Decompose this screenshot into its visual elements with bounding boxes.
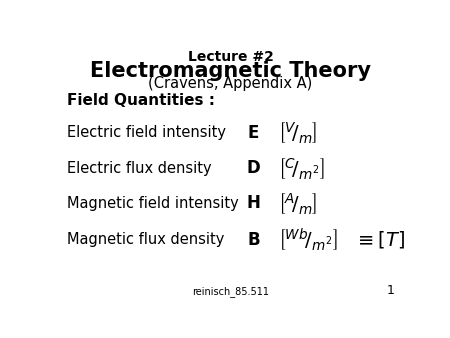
Text: $\left[{}^{Wb}\!/_{m^2}\right]$: $\left[{}^{Wb}\!/_{m^2}\right]$ <box>278 226 337 253</box>
Text: $\mathbf{D}$: $\mathbf{D}$ <box>246 159 261 177</box>
Text: Magnetic field intensity: Magnetic field intensity <box>67 196 238 211</box>
Text: $\mathbf{B}$: $\mathbf{B}$ <box>247 231 260 249</box>
Text: Lecture #2: Lecture #2 <box>188 50 274 64</box>
Text: 1: 1 <box>387 284 395 297</box>
Text: Electromagnetic Theory: Electromagnetic Theory <box>90 62 371 81</box>
Text: $\left[{}^{V}\!/_{m}\right]$: $\left[{}^{V}\!/_{m}\right]$ <box>278 120 317 145</box>
Text: Magnetic flux density: Magnetic flux density <box>67 232 224 247</box>
Text: (Cravens, Appendix A): (Cravens, Appendix A) <box>148 76 313 92</box>
Text: $\mathbf{H}$: $\mathbf{H}$ <box>246 194 261 212</box>
Text: reinisch_85.511: reinisch_85.511 <box>192 286 269 297</box>
Text: $\mathbf{E}$: $\mathbf{E}$ <box>247 124 259 142</box>
Text: $\left[{}^{A}\!/_{m}\right]$: $\left[{}^{A}\!/_{m}\right]$ <box>278 191 317 216</box>
Text: Electric flux density: Electric flux density <box>67 161 211 175</box>
Text: Electric field intensity: Electric field intensity <box>67 125 226 141</box>
Text: $\equiv\left[T\right]$: $\equiv\left[T\right]$ <box>355 229 406 250</box>
Text: Field Quantities :: Field Quantities : <box>67 93 215 107</box>
Text: $\left[{}^{C}\!/_{m^2}\right]$: $\left[{}^{C}\!/_{m^2}\right]$ <box>278 155 324 180</box>
